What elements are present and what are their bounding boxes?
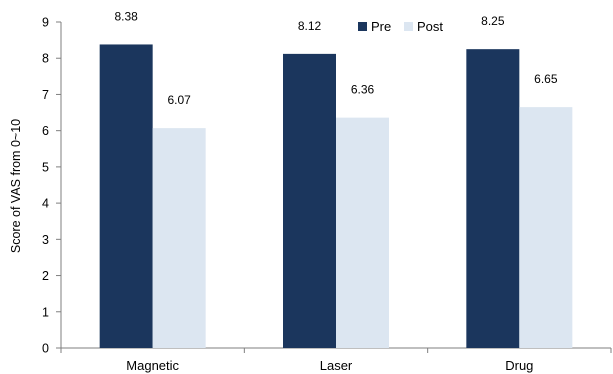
bar-pre xyxy=(99,44,153,349)
plot-area: 0 1 2 3 4 5 6 7 8 9 8.38 6.07 Magnetic 8.12 6.36 Laser 8… xyxy=(42,9,612,373)
category-label: Magnetic xyxy=(126,358,179,373)
legend-label-pre: Pre xyxy=(371,19,391,34)
category-label: Laser xyxy=(320,358,353,373)
legend: Pre Post xyxy=(358,19,443,34)
y-tick-label: 4 xyxy=(42,197,49,211)
data-label: 6.36 xyxy=(351,83,375,97)
data-label: 6.07 xyxy=(167,93,191,107)
data-label: 6.65 xyxy=(534,72,558,86)
y-tick-label: 5 xyxy=(42,160,49,174)
category-label: Drug xyxy=(505,358,533,373)
y-tick-label: 2 xyxy=(42,269,49,283)
y-tick-label: 3 xyxy=(42,233,49,247)
legend-swatch-post xyxy=(404,22,413,31)
y-tick-label: 1 xyxy=(42,305,49,319)
legend-swatch-pre xyxy=(358,22,367,31)
legend-label-post: Post xyxy=(417,19,443,34)
y-tick-label: 0 xyxy=(42,342,49,356)
bar-post xyxy=(152,128,206,348)
y-tick-label: 9 xyxy=(42,16,49,30)
y-tick-label: 6 xyxy=(42,124,49,138)
y-axis-title: Score of VAS from 0~10 xyxy=(9,119,23,253)
data-label: 8.12 xyxy=(298,19,322,33)
bar-pre xyxy=(283,53,336,349)
y-tick-label: 8 xyxy=(42,52,49,66)
y-tick-label: 7 xyxy=(42,88,49,102)
bar-post xyxy=(336,117,389,348)
data-label: 8.38 xyxy=(114,9,138,23)
data-label: 8.25 xyxy=(481,14,505,28)
bar-post xyxy=(519,107,573,348)
bar-pre xyxy=(466,49,520,349)
